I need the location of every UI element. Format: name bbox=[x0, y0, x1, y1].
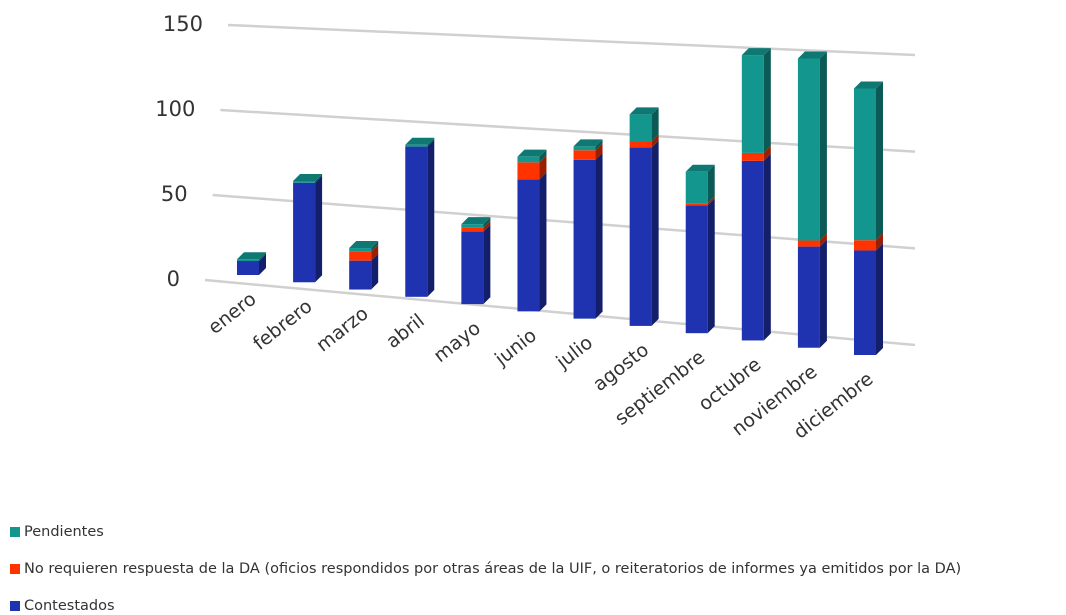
y-tick-label: 100 bbox=[155, 97, 195, 121]
bar-top bbox=[461, 217, 491, 225]
bar-segment bbox=[741, 55, 764, 153]
y-tick-label: 0 bbox=[167, 267, 180, 291]
grid-line bbox=[227, 23, 916, 57]
bar-segment bbox=[573, 159, 596, 319]
bar-segment bbox=[797, 240, 820, 247]
bar-side bbox=[707, 198, 715, 334]
bar-side bbox=[763, 145, 771, 161]
bar-side bbox=[315, 173, 323, 183]
bar-side bbox=[371, 244, 379, 261]
x-tick-label: enero bbox=[204, 288, 260, 339]
bar-segment bbox=[685, 171, 708, 204]
bar-segment bbox=[629, 147, 652, 326]
bar-top bbox=[237, 252, 266, 260]
bar-side bbox=[876, 81, 883, 241]
bar-segment bbox=[573, 150, 596, 160]
bar-top bbox=[854, 81, 883, 89]
bar-side bbox=[595, 143, 603, 160]
bar-side bbox=[763, 153, 771, 341]
bar-segment bbox=[573, 146, 596, 151]
bar-side bbox=[259, 252, 266, 261]
legend-label: Pendientes bbox=[24, 524, 104, 540]
bar-segment bbox=[741, 160, 764, 341]
bar-segment bbox=[237, 259, 259, 261]
bar-side bbox=[651, 134, 659, 148]
bar-segment bbox=[517, 156, 540, 163]
bar-side bbox=[876, 243, 883, 355]
bar-top bbox=[349, 241, 379, 249]
bar-segment bbox=[741, 152, 764, 161]
bar-segment bbox=[685, 205, 708, 334]
bar-segment bbox=[854, 88, 876, 241]
bar-segment bbox=[405, 146, 428, 297]
x-tick-label: marzo bbox=[312, 302, 372, 356]
y-tick-label: 150 bbox=[163, 12, 203, 36]
bar-top bbox=[629, 107, 659, 115]
bar-side bbox=[707, 196, 715, 206]
bar-side bbox=[651, 107, 659, 142]
bar-side bbox=[371, 241, 379, 252]
bar-side bbox=[315, 175, 323, 283]
bar-side bbox=[483, 224, 491, 305]
bar-side bbox=[539, 172, 547, 312]
legend-swatch bbox=[10, 601, 20, 611]
bar-side bbox=[819, 233, 827, 247]
bar-side bbox=[819, 51, 827, 241]
bar-segment bbox=[461, 224, 484, 228]
bar-side bbox=[427, 137, 435, 147]
bar-side bbox=[483, 220, 491, 232]
bar-side bbox=[427, 139, 435, 297]
bar-segment bbox=[629, 141, 652, 148]
bar-segment bbox=[461, 231, 484, 305]
bar-segment bbox=[854, 250, 876, 355]
bar-segment bbox=[293, 182, 316, 283]
bar-top bbox=[293, 173, 323, 181]
grid-line bbox=[204, 278, 916, 347]
y-tick-label: 50 bbox=[161, 182, 188, 206]
x-tick-label: abril bbox=[382, 310, 429, 353]
legend-label: No requieren respuesta de la DA (oficios… bbox=[24, 561, 961, 577]
bar-side bbox=[595, 152, 603, 319]
bar-top bbox=[797, 51, 827, 59]
bar-side bbox=[876, 233, 883, 251]
bar-side bbox=[707, 164, 715, 204]
bar-side bbox=[539, 155, 547, 180]
bar-top bbox=[405, 137, 435, 145]
bar-segment bbox=[349, 248, 372, 252]
bar-segment bbox=[461, 227, 484, 232]
bar-segment bbox=[349, 251, 372, 261]
bar-segment bbox=[405, 144, 428, 147]
legend-label: Contestados bbox=[24, 598, 115, 614]
bar-side bbox=[595, 139, 603, 151]
bar-segment bbox=[517, 162, 540, 180]
x-tick-label: junio bbox=[490, 324, 541, 370]
bar-segment bbox=[629, 114, 652, 142]
bar-side bbox=[483, 217, 491, 228]
bar-segment bbox=[349, 260, 372, 290]
legend-swatch bbox=[10, 527, 20, 537]
x-tick-label: julio bbox=[552, 332, 597, 374]
bar-segment bbox=[685, 203, 708, 206]
bar-segment bbox=[797, 58, 820, 241]
legend-swatch bbox=[10, 564, 20, 574]
bar-side bbox=[763, 48, 771, 153]
bar-side bbox=[371, 253, 379, 290]
bar-top bbox=[741, 48, 771, 56]
bar-side bbox=[539, 149, 547, 163]
bar-side bbox=[819, 239, 827, 348]
bar-top bbox=[517, 149, 547, 157]
bar-segment bbox=[797, 246, 820, 348]
bar-side bbox=[651, 140, 659, 326]
bar-segment bbox=[237, 261, 259, 275]
bar-segment bbox=[517, 179, 540, 312]
bar-segment bbox=[854, 240, 876, 251]
x-tick-label: mayo bbox=[429, 317, 484, 367]
bar-top bbox=[685, 164, 715, 172]
bar-segment bbox=[293, 180, 316, 183]
bar-top bbox=[573, 139, 603, 147]
